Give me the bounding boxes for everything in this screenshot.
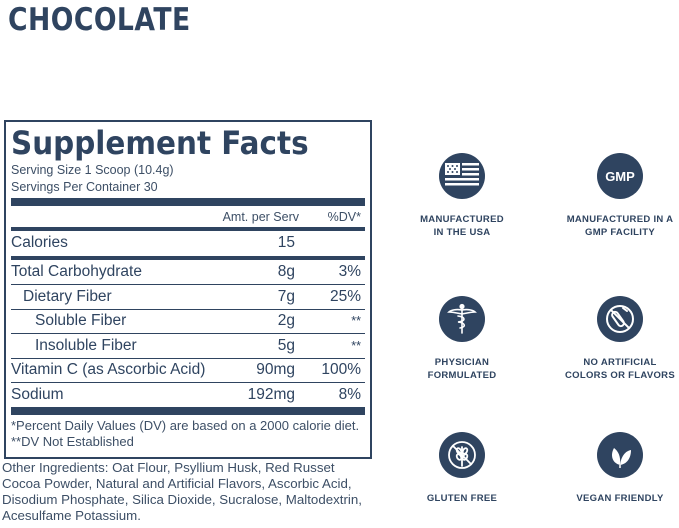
badge-label: MANUFACTURED IN THE USA xyxy=(420,214,504,238)
nutrient-amount: 7g xyxy=(277,287,295,305)
badge-gluten-free: GLUTEN FREE xyxy=(392,432,532,505)
serving-size: Serving Size 1 Scoop (10.4g) xyxy=(11,163,174,177)
divider-thick xyxy=(11,198,365,206)
badge-label: PHYSICIAN FORMULATED xyxy=(427,357,497,381)
nutrient-amount: 5g xyxy=(277,336,295,354)
nutrient-amount: 192mg xyxy=(247,385,295,403)
other-ingredients: Other Ingredients: Oat Flour, Psyllium H… xyxy=(2,460,362,523)
badge-vegan-friendly: VEGAN FRIENDLY xyxy=(550,432,679,505)
nutrient-dv: ** xyxy=(351,314,361,329)
nutrient-dv: ** xyxy=(351,338,361,353)
nutrient-dv: 25% xyxy=(329,287,361,305)
nutrient-name: Sodium xyxy=(11,385,64,403)
facts-row-soluble-fiber: Soluble Fiber 2g ** xyxy=(11,308,365,334)
facts-row-insoluble-fiber: Insoluble Fiber 5g ** xyxy=(11,333,365,358)
dv-footnote: *Percent Daily Values (DV) are based on … xyxy=(11,417,360,433)
supplement-facts-panel: Supplement Facts Serving Size 1 Scoop (1… xyxy=(4,120,372,459)
nutrient-amount: 8g xyxy=(277,262,295,280)
flavor-title: CHOCOLATE xyxy=(8,2,191,38)
facts-row-total-carbohydrate: Total Carbohydrate 8g 3% xyxy=(11,260,365,285)
nutrient-name: Vitamin C (as Ascorbic Acid) xyxy=(11,361,206,379)
nutrient-name: Dietary Fiber xyxy=(23,287,112,305)
no-wheat-icon xyxy=(439,432,485,478)
col-amount-header: Amt. per Serv xyxy=(222,209,299,224)
nutrient-name: Calories xyxy=(11,234,68,252)
facts-row-sodium: Sodium 192mg 8% xyxy=(11,382,365,407)
nutrient-dv: 8% xyxy=(338,385,361,403)
badge-gmp-facility: GMP MANUFACTURED IN A GMP FACILITY xyxy=(550,153,679,239)
caduceus-icon xyxy=(439,296,485,342)
nutrient-dv: 3% xyxy=(338,262,361,280)
facts-row-calories: Calories 15 xyxy=(11,231,365,256)
facts-header-row: Amt. per Serv %DV* xyxy=(11,206,365,227)
badge-label: MANUFACTURED IN A GMP FACILITY xyxy=(566,214,674,238)
badge-no-artificial: NO ARTIFICIAL COLORS OR FLAVORS xyxy=(550,296,679,382)
leaves-icon xyxy=(597,432,643,478)
nutrient-amount: 90mg xyxy=(256,361,295,379)
facts-row-vitamin-c: Vitamin C (as Ascorbic Acid) 90mg 100% xyxy=(11,357,365,383)
divider-medium xyxy=(11,255,365,260)
badge-label: NO ARTIFICIAL COLORS OR FLAVORS xyxy=(565,357,675,381)
badge-physician-formulated: PHYSICIAN FORMULATED xyxy=(392,296,532,382)
usa-flag-icon xyxy=(439,153,485,199)
nutrient-name: Soluble Fiber xyxy=(35,312,127,330)
nutrient-amount: 2g xyxy=(277,312,295,330)
supplement-facts-title: Supplement Facts xyxy=(11,124,309,162)
facts-row-dietary-fiber: Dietary Fiber 7g 25% xyxy=(11,284,365,309)
divider-thick xyxy=(11,406,365,415)
badge-label: GLUTEN FREE xyxy=(426,493,498,504)
nutrient-name: Insoluble Fiber xyxy=(35,336,137,354)
nutrient-name: Total Carbohydrate xyxy=(11,262,142,280)
nutrient-dv: 100% xyxy=(321,361,361,379)
badge-made-in-usa: MANUFACTURED IN THE USA xyxy=(392,153,532,239)
divider-medium xyxy=(11,227,365,231)
gmp-icon: GMP xyxy=(597,153,643,199)
badge-label: VEGAN FRIENDLY xyxy=(576,493,664,504)
nutrient-amount: 15 xyxy=(277,234,295,252)
dv-not-established-note: **DV Not Established xyxy=(11,433,134,449)
servings-per-container: Servings Per Container 30 xyxy=(11,180,158,194)
no-test-tube-icon xyxy=(597,296,643,342)
col-dv-header: %DV* xyxy=(327,209,361,224)
